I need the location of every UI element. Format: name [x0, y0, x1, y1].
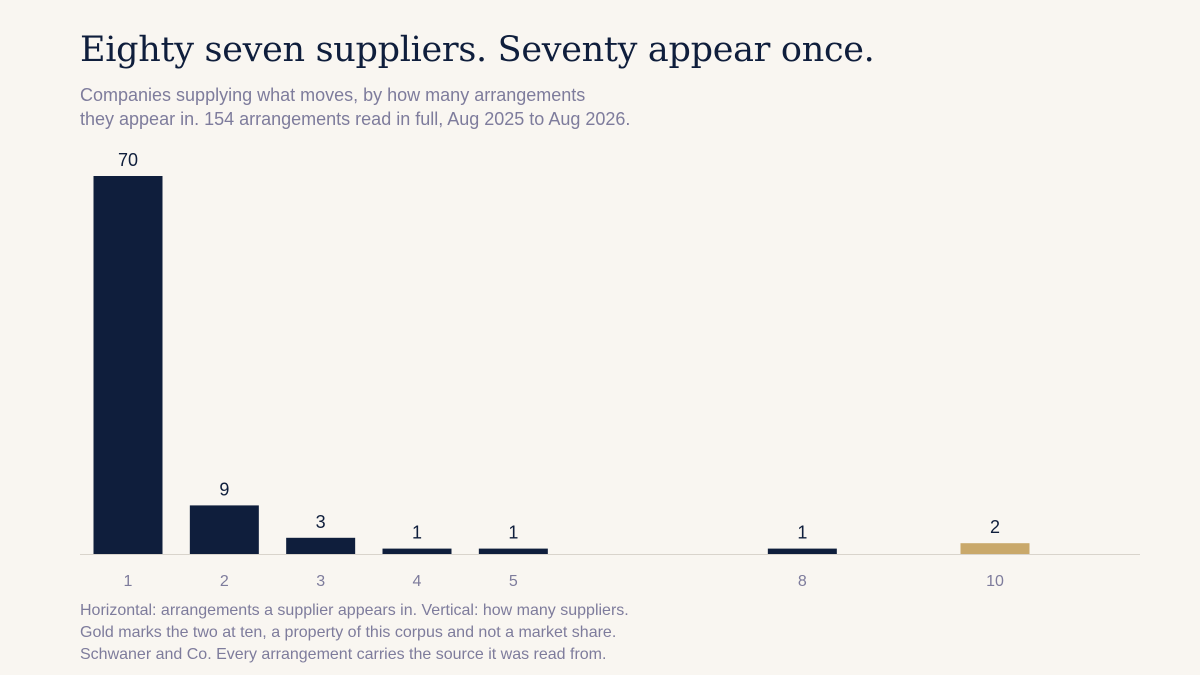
chart-note: Horizontal: arrangements a supplier appe… [80, 600, 629, 666]
subtitle-line: Companies supplying what moves, by how m… [80, 85, 586, 105]
bar-value-label: 3 [316, 512, 326, 532]
bar [286, 537, 356, 554]
bar [478, 548, 548, 554]
note-line: Horizontal: arrangements a supplier appe… [80, 602, 629, 619]
note-line: Gold marks the two at ten, a property of… [80, 624, 617, 641]
bar-value-label: 1 [412, 523, 422, 543]
chart-subtitle: Companies supplying what moves, by how m… [80, 83, 630, 131]
subtitle-line: they appear in. 154 arrangements read in… [80, 109, 631, 129]
bar-value-label: 70 [118, 150, 138, 170]
bar-value-label: 1 [797, 523, 807, 543]
bar [93, 176, 163, 554]
bar-value-label: 1 [508, 523, 518, 543]
note-line: Schwaner and Co. Every arrangement carri… [80, 646, 607, 663]
x-tick-label: 5 [509, 573, 518, 590]
x-tick-label: 4 [413, 573, 422, 590]
bar [382, 548, 452, 554]
x-tick-label: 2 [220, 573, 229, 590]
x-tick-label: 8 [798, 573, 807, 590]
bar-value-label: 9 [219, 479, 229, 499]
x-tick-label: 1 [124, 573, 133, 590]
x-tick-label: 3 [316, 573, 325, 590]
bar [189, 505, 259, 554]
x-tick-label: 10 [986, 573, 1004, 590]
chart-title: Eighty seven suppliers. Seventy appear o… [80, 30, 875, 70]
bar-value-label: 2 [990, 517, 1000, 537]
bar-highlight [960, 543, 1030, 554]
bar [767, 548, 837, 554]
